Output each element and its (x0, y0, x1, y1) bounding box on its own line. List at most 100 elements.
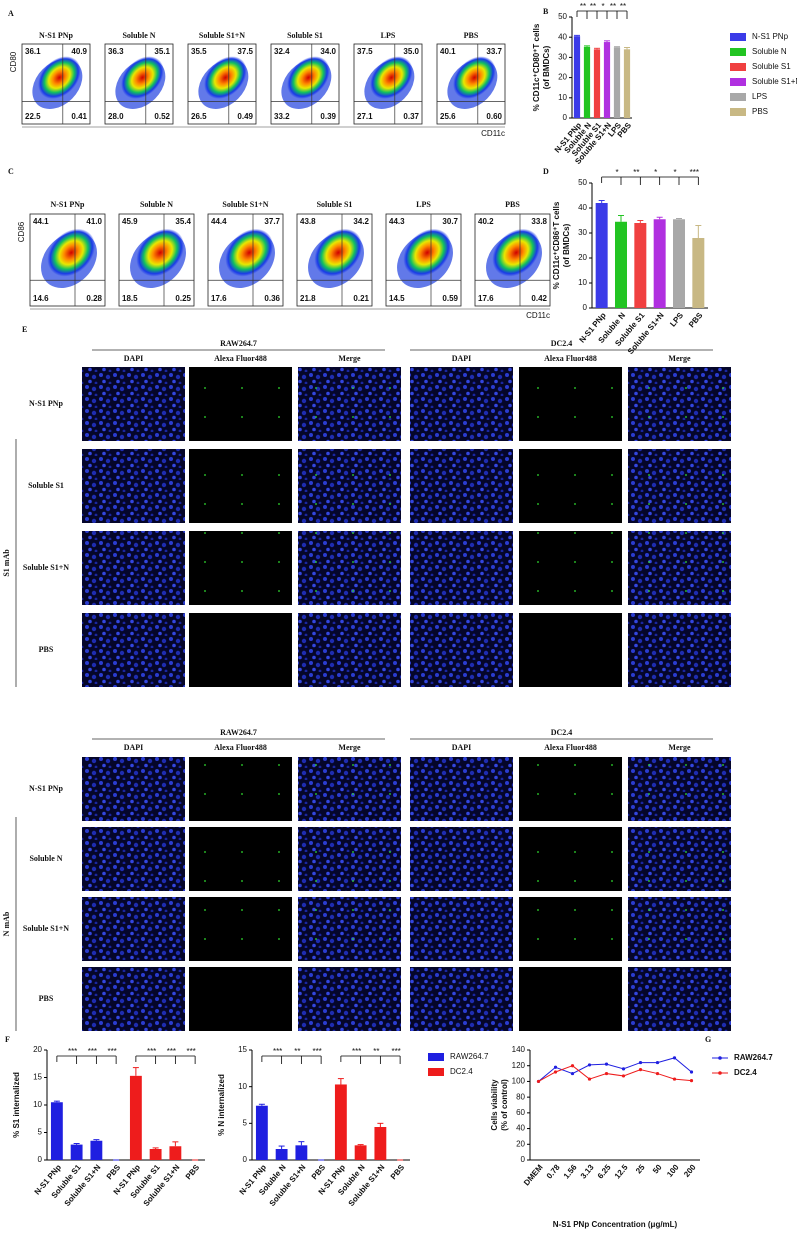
x-tick-label: 3.13 (579, 1162, 596, 1180)
legend-label: RAW264.7 (450, 1052, 489, 1061)
quadrant-value: 0.52 (154, 112, 170, 121)
quadrant-value: 45.9 (122, 217, 138, 226)
bar (334, 1084, 347, 1160)
y-tick-label: 15 (238, 1045, 247, 1054)
quadrant-value: 44.4 (211, 217, 227, 226)
channel-label: DAPI (124, 743, 144, 752)
channel-label: Alexa Fluor488 (214, 743, 267, 752)
significance: * (673, 168, 676, 177)
y-tick-label: 40 (516, 1124, 525, 1133)
flow-title: N-S1 PNp (50, 200, 85, 209)
flow-title: PBS (464, 31, 479, 40)
quadrant-value: 33.7 (486, 47, 502, 56)
quadrant-value: 35.1 (154, 47, 170, 56)
quadrant-value: 36.1 (25, 47, 41, 56)
quadrant-value: 0.49 (237, 112, 253, 121)
y-tick-label: 0 (521, 1155, 526, 1164)
micrograph (519, 967, 622, 1031)
group-label: RAW264.7 (220, 339, 257, 348)
quadrant-value: 36.3 (108, 47, 124, 56)
legend-swatch (730, 63, 746, 71)
legend-swatch (718, 1056, 722, 1060)
flow-density (38, 56, 81, 99)
micrograph (82, 531, 185, 605)
micrograph (410, 757, 513, 821)
y-tick-label: 30 (558, 53, 567, 62)
y-tick-label: 10 (558, 93, 567, 102)
quadrant-value: 0.28 (86, 294, 102, 303)
bar (90, 1140, 103, 1160)
x-tick-label: 200 (682, 1162, 698, 1178)
point (689, 1079, 694, 1083)
y-tick-label: 140 (512, 1045, 526, 1054)
flow-density (225, 228, 274, 277)
micrograph (82, 757, 185, 821)
bar (653, 219, 666, 308)
significance: *** (352, 1047, 361, 1056)
micrograph (410, 449, 513, 523)
quadrant-value: 40.2 (478, 217, 494, 226)
flow-density (314, 228, 363, 277)
bar (354, 1145, 367, 1160)
point (621, 1067, 626, 1071)
quadrant-value: 44.3 (389, 217, 405, 226)
quadrant-value: 0.21 (353, 294, 369, 303)
legend-label: DC2.4 (450, 1067, 473, 1076)
micrograph (519, 613, 622, 687)
x-tick-label: PBS (184, 1162, 202, 1181)
legend-label: Soluble S1 (752, 62, 791, 71)
x-tick-label: 12.5 (613, 1162, 630, 1180)
green-signal (628, 757, 731, 821)
y-tick-label: 20 (578, 253, 587, 262)
channel-label: DAPI (452, 743, 472, 752)
bar (673, 219, 685, 308)
significance: ** (580, 2, 586, 11)
green-signal (628, 367, 731, 441)
micrograph (410, 897, 513, 961)
legend-label: DC2.4 (734, 1068, 757, 1077)
significance: * (601, 2, 604, 11)
flow-title: Soluble N (140, 200, 173, 209)
quadrant-value: 17.6 (478, 294, 494, 303)
significance: *** (147, 1047, 156, 1056)
panel-label: B (543, 7, 549, 16)
quadrant-value: 30.7 (442, 217, 458, 226)
legend-swatch (730, 108, 746, 116)
significance: *** (88, 1047, 97, 1056)
legend-label: LPS (752, 92, 767, 101)
point (570, 1064, 575, 1068)
y-tick-label: 0 (243, 1155, 248, 1164)
legend-swatch (730, 48, 746, 56)
quadrant-value: 37.7 (264, 217, 280, 226)
quadrant-value: 0.59 (442, 294, 458, 303)
quadrant-value: 27.1 (357, 112, 373, 121)
panel-label: D (543, 167, 549, 176)
flow-density (121, 56, 164, 99)
channel-label: Alexa Fluor488 (544, 743, 597, 752)
point (604, 1071, 609, 1076)
y-tick-label: 10 (238, 1082, 247, 1091)
point (536, 1079, 541, 1084)
channel-label: Merge (338, 354, 361, 363)
point (638, 1068, 643, 1072)
bar (255, 1105, 268, 1160)
bar (593, 49, 601, 118)
significance: ** (590, 2, 596, 11)
green-signal (298, 897, 401, 961)
y-axis-title: % S1 internalized (12, 1072, 21, 1138)
y-tick-label: 50 (578, 178, 587, 187)
significance: ** (620, 2, 626, 11)
row-label: Soluble S1+N (23, 563, 69, 572)
channel-label: Merge (338, 743, 361, 752)
flow-xlabel: CD11c (526, 311, 550, 320)
point (587, 1077, 592, 1081)
y-tick-label: 40 (578, 203, 587, 212)
y-tick-label: 100 (512, 1077, 526, 1086)
x-tick-label: 1.56 (562, 1162, 579, 1180)
y-tick-label: 10 (33, 1100, 42, 1109)
row-label: Soluble S1+N (23, 924, 69, 933)
legend-label: Soluble S1+N (752, 77, 797, 86)
flow-xlabel: CD11c (481, 129, 505, 138)
